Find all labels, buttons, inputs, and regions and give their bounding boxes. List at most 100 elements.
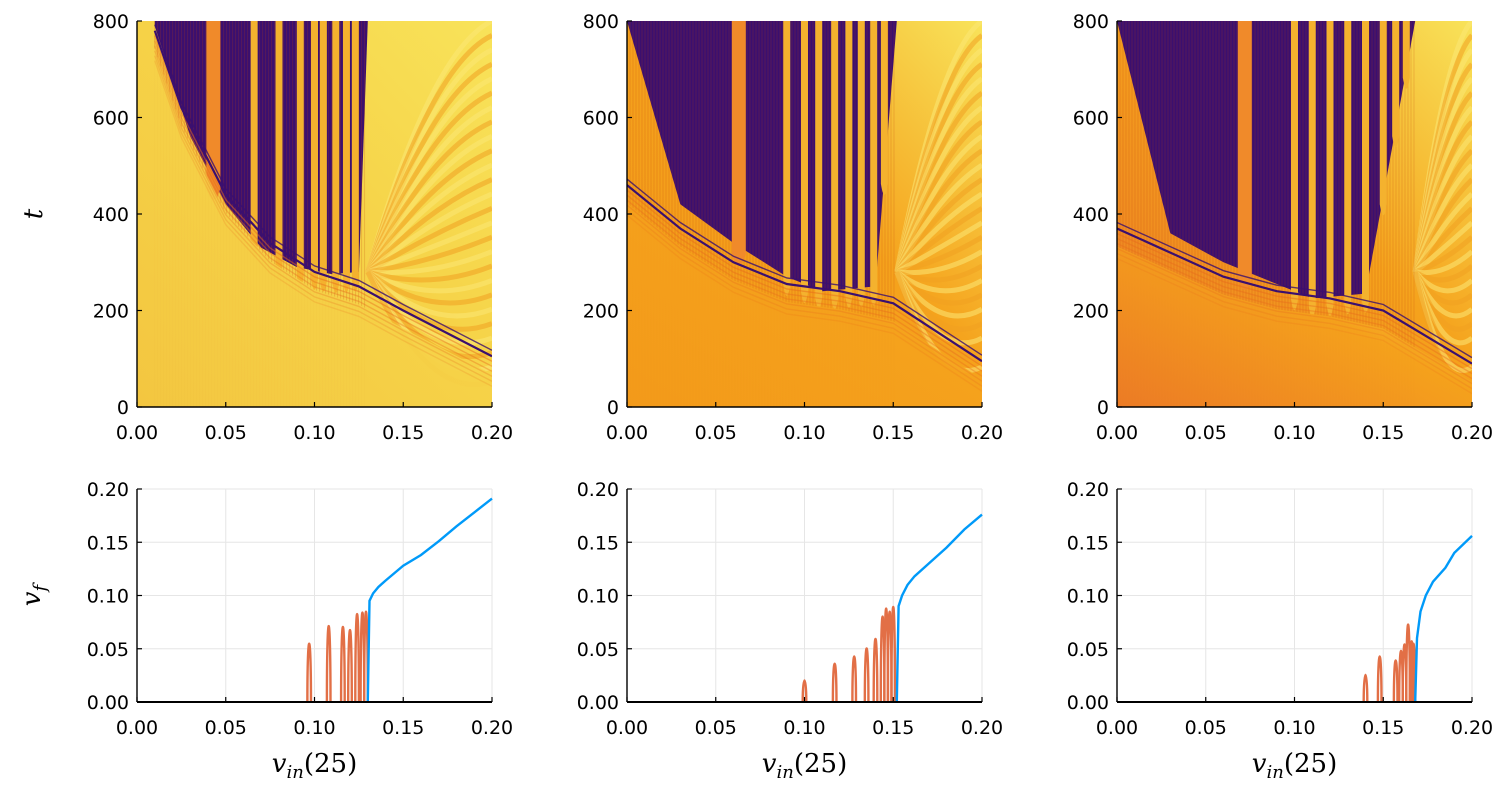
y-tick-label: 400 (93, 204, 129, 226)
heatmap-panel-top-right: 0.00 0.05 0.10 0.15 0.20 0 200 400 600 800 (1073, 11, 1493, 444)
resonance-window (1392, 21, 1400, 148)
resonance-window (275, 21, 283, 277)
resonance-peak (1362, 673, 1369, 703)
y-tick-label: 600 (93, 108, 129, 130)
resonance-window (731, 21, 746, 266)
resonance-peak (863, 647, 870, 703)
resonance-peak (801, 679, 808, 703)
x-tick-label: 0.10 (293, 422, 335, 444)
heatmap-panel-top-left: 0.00 0.05 0.10 0.15 0.20 0 200 400 600 800 t (19, 11, 513, 444)
resonance-window (845, 21, 853, 308)
x-tick-label: 0.10 (1273, 717, 1315, 739)
x-tick-label: 0.15 (872, 717, 914, 739)
y-tick-label: 0.10 (577, 586, 619, 608)
y-tick-label: 800 (1073, 11, 1109, 33)
x-tick-label: 0.00 (606, 422, 648, 444)
y-tick-label: 0.15 (87, 532, 129, 554)
escape-velocity-curve (895, 513, 983, 703)
x-tick-label: 0.20 (961, 717, 1003, 739)
resonance-window (801, 21, 808, 303)
heatmap-panel-top-middle: 0.00 0.05 0.10 0.15 0.20 0 200 400 600 800 (583, 11, 1003, 444)
resonance-window (332, 21, 340, 293)
resonance-peak (325, 625, 332, 703)
line-panel-bottom-right: 0.00 0.05 0.10 0.15 0.20 0.00 0.05 0.10 0.15 0.20… (1067, 479, 1493, 783)
y-tick-label: 200 (1073, 301, 1109, 323)
x-tick-label: 0.00 (606, 717, 648, 739)
y-tick-label: 0.00 (87, 692, 129, 714)
y-tick-label: 0.05 (577, 639, 619, 661)
x-tick-label: 0.00 (116, 422, 158, 444)
resonance-window (857, 21, 865, 307)
x-tick-label: 0.05 (695, 422, 737, 444)
y-tick-label: 0.20 (87, 479, 129, 501)
resonance-peak (890, 606, 897, 703)
fringe-stripes (894, 21, 982, 388)
resonance-window (1291, 21, 1298, 311)
x-tick-label: 0.10 (783, 422, 825, 444)
resonance-window (1326, 21, 1334, 316)
y-tick-label: 400 (583, 204, 619, 226)
x-tick-label: 0.05 (695, 717, 737, 739)
resonance-window (206, 21, 221, 200)
kink-trajectory-line (153, 30, 492, 358)
x-tick-label: 0.20 (961, 422, 1003, 444)
y-tick-label: 800 (583, 11, 619, 33)
x-tick-label: 0.10 (293, 717, 335, 739)
kink-trajectory-line (627, 184, 982, 363)
line-panel-bottom-left: 0.00 0.05 0.10 0.15 0.20 0.00 0.05 0.10 0.15 0.20… (17, 479, 513, 783)
x-tick-label: 0.15 (382, 422, 424, 444)
x-tick-label: 0.15 (1362, 422, 1404, 444)
x-axis-label: vin(25) (762, 749, 847, 783)
svg-text:vin(25): vin(25) (1252, 749, 1337, 783)
x-tick-label: 0.15 (382, 717, 424, 739)
x-axis-label: vin(25) (272, 749, 357, 783)
resonance-window (250, 21, 258, 259)
escape-velocity-curve (1414, 535, 1473, 703)
x-tick-label: 0.00 (1096, 717, 1138, 739)
y-tick-label: 0 (117, 397, 129, 419)
resonance-window (783, 21, 791, 296)
resonance-window (1308, 21, 1316, 318)
y-tick-label: 0.15 (577, 532, 619, 554)
resonance-peak (306, 642, 313, 703)
resonance-window (1379, 21, 1387, 216)
resonance-peak (1408, 640, 1415, 703)
svg-text:t: t (19, 208, 49, 219)
y-tick-label: 0 (607, 397, 619, 419)
y-tick-label: 400 (1073, 204, 1109, 226)
y-tick-label: 800 (93, 11, 129, 33)
resonance-window (342, 21, 350, 293)
resonance-window (319, 21, 327, 292)
resonance-window (296, 21, 304, 287)
resonance-window (1362, 21, 1369, 313)
y-tick-label: 0.10 (1067, 586, 1109, 608)
x-tick-label: 0.05 (205, 422, 247, 444)
fringe-stripes (1412, 21, 1472, 387)
y-axis-label: vf (17, 581, 51, 606)
x-tick-label: 0.20 (471, 717, 513, 739)
x-tick-label: 0.20 (471, 422, 513, 444)
resonance-window (831, 21, 839, 310)
resonance-window (1237, 21, 1252, 290)
x-tick-label: 0.20 (1451, 422, 1493, 444)
resonance-peak (851, 655, 858, 703)
resonance-peak (354, 612, 361, 703)
y-tick-label: 0.05 (87, 639, 129, 661)
resonance-window (870, 21, 878, 306)
x-tick-label: 0.05 (205, 717, 247, 739)
svg-text:vf: vf (17, 581, 51, 606)
resonance-peak (347, 628, 353, 703)
svg-text:vin(25): vin(25) (762, 749, 847, 783)
y-tick-label: 0.20 (577, 479, 619, 501)
x-axis-label: vin(25) (1252, 749, 1337, 783)
resonance-window (880, 21, 888, 195)
resonance-window (311, 21, 318, 290)
resonance-window (1344, 21, 1352, 315)
y-tick-label: 0.10 (87, 586, 129, 608)
resonance-peak (831, 662, 838, 703)
x-tick-label: 0.15 (872, 422, 914, 444)
x-tick-label: 0.05 (1185, 422, 1227, 444)
kink-trajectory-line (1117, 227, 1472, 365)
y-tick-label: 600 (583, 108, 619, 130)
